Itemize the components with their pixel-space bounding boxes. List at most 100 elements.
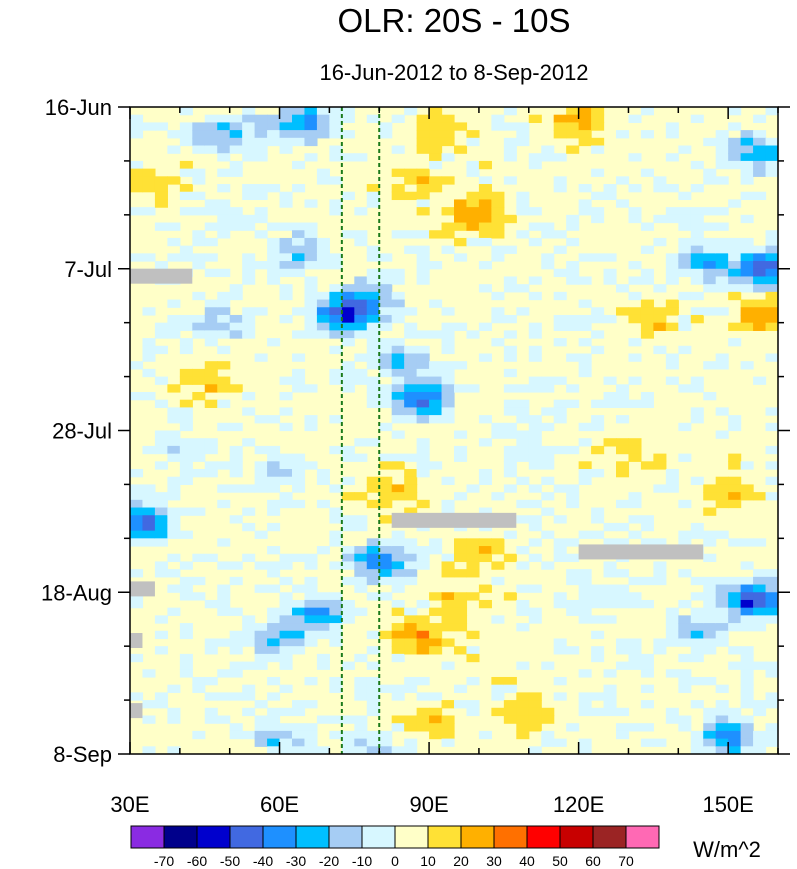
field-cell	[740, 730, 754, 740]
field-cell	[254, 207, 268, 216]
field-cell	[503, 700, 517, 709]
field-cell	[616, 384, 630, 393]
field-cell	[678, 638, 692, 647]
field-cell	[254, 561, 268, 570]
field-cell	[267, 561, 281, 570]
field-cell	[267, 607, 281, 616]
field-cell	[541, 261, 555, 270]
field-cell	[142, 522, 156, 532]
field-cell	[416, 268, 430, 278]
field-cell	[329, 261, 343, 270]
field-cell	[154, 222, 168, 231]
field-cell	[279, 499, 293, 509]
field-cell	[242, 615, 256, 624]
field-cell	[316, 314, 330, 324]
field-cell	[466, 553, 480, 563]
field-cell	[304, 299, 318, 308]
field-cell	[665, 276, 679, 285]
field-cell	[553, 176, 567, 185]
field-cell	[628, 599, 642, 609]
field-cell	[242, 484, 256, 493]
field-cell	[728, 291, 742, 301]
field-cell	[454, 445, 468, 455]
field-cell	[366, 184, 380, 193]
field-cell	[204, 222, 218, 231]
field-cell	[204, 253, 218, 262]
field-cell	[242, 107, 256, 116]
field-cell	[441, 245, 455, 254]
field-cell	[703, 245, 717, 254]
field-cell	[578, 276, 592, 285]
field-cell	[753, 160, 767, 170]
field-cell	[740, 538, 754, 547]
field-cell	[404, 569, 418, 578]
field-cell	[366, 692, 380, 701]
field-cell	[217, 207, 231, 216]
field-cell	[167, 484, 181, 493]
field-cell	[454, 207, 468, 216]
field-cell	[217, 299, 231, 308]
field-cell	[765, 592, 778, 601]
field-cell	[591, 507, 605, 516]
field-cell	[478, 546, 492, 555]
field-cell	[616, 284, 630, 293]
field-cell	[715, 284, 729, 293]
field-cell	[491, 576, 505, 586]
field-cell	[703, 268, 717, 278]
field-cell	[366, 569, 380, 578]
field-cell	[591, 314, 605, 324]
field-cell	[740, 607, 754, 616]
field-cell	[366, 730, 380, 740]
field-cell	[678, 684, 692, 693]
field-cell	[217, 638, 231, 647]
field-cell	[765, 723, 778, 732]
field-cell	[379, 253, 393, 262]
field-cell	[254, 415, 268, 424]
field-cell	[279, 107, 293, 116]
field-cell	[416, 137, 430, 147]
field-cell	[765, 407, 778, 416]
field-cell	[616, 522, 630, 532]
field-cell	[292, 584, 306, 593]
field-cell	[204, 692, 218, 701]
colorbar-level-label: 70	[618, 853, 634, 869]
field-cell	[715, 746, 729, 754]
field-cell	[391, 399, 405, 408]
field-cell	[279, 199, 293, 208]
field-cell	[366, 245, 380, 254]
field-cell	[678, 530, 692, 539]
field-cell	[466, 630, 480, 640]
field-cell	[179, 407, 193, 416]
colorbar-level-label: 20	[453, 853, 469, 869]
field-cell	[304, 314, 318, 324]
field-cell	[154, 499, 168, 509]
field-cell	[478, 415, 492, 424]
field-cell	[466, 653, 480, 663]
field-cell	[329, 507, 343, 516]
field-cell	[653, 484, 667, 493]
field-cell	[416, 391, 430, 401]
field-cell	[292, 237, 306, 247]
field-cell	[715, 599, 729, 609]
field-cell	[454, 553, 468, 563]
field-cell	[728, 623, 742, 632]
field-cell	[616, 730, 630, 740]
colorbar-level-label: -70	[154, 853, 174, 869]
field-cell	[192, 145, 206, 154]
field-cell	[640, 700, 654, 709]
field-cell	[366, 546, 380, 555]
field-cell	[566, 576, 580, 586]
field-cell	[728, 199, 742, 208]
field-cell	[640, 399, 654, 408]
field-cell	[578, 322, 592, 331]
field-cell	[204, 646, 218, 655]
field-cell	[391, 746, 405, 754]
field-cell	[765, 445, 778, 455]
field-cell	[366, 538, 380, 547]
field-cell	[429, 330, 443, 339]
field-cell	[578, 253, 592, 262]
field-cell	[740, 661, 754, 670]
field-cell	[329, 376, 343, 385]
field-cell	[217, 307, 231, 316]
